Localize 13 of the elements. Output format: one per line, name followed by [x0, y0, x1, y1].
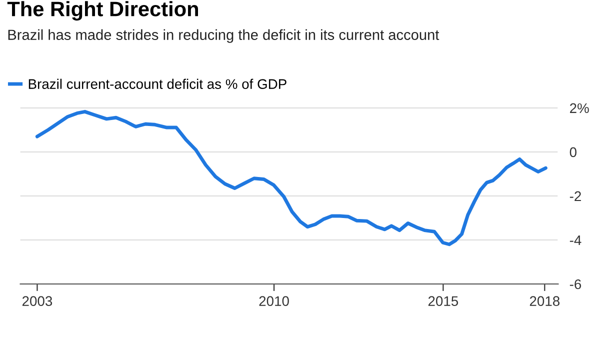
x-tick-label: 2010 [259, 296, 289, 306]
legend-label: Brazil current-account deficit as % of GDP [28, 78, 286, 89]
chart-subtitle: Brazil has made strides in reducing the deficit in its current account [8, 29, 440, 43]
y-tick-label: -4 [570, 235, 582, 246]
x-tick-label: 2015 [428, 296, 458, 306]
y-tick-label: 0 [570, 147, 576, 158]
x-tick-label: 2018 [530, 296, 560, 306]
y-tick-label: -6 [570, 279, 582, 290]
line-series [35, 110, 548, 246]
y-tick-label: 2% [570, 103, 589, 114]
chart-title: The Right Direction [7, 1, 198, 21]
x-tick-label: 2003 [22, 296, 52, 306]
y-tick-label: -2 [570, 191, 581, 201]
